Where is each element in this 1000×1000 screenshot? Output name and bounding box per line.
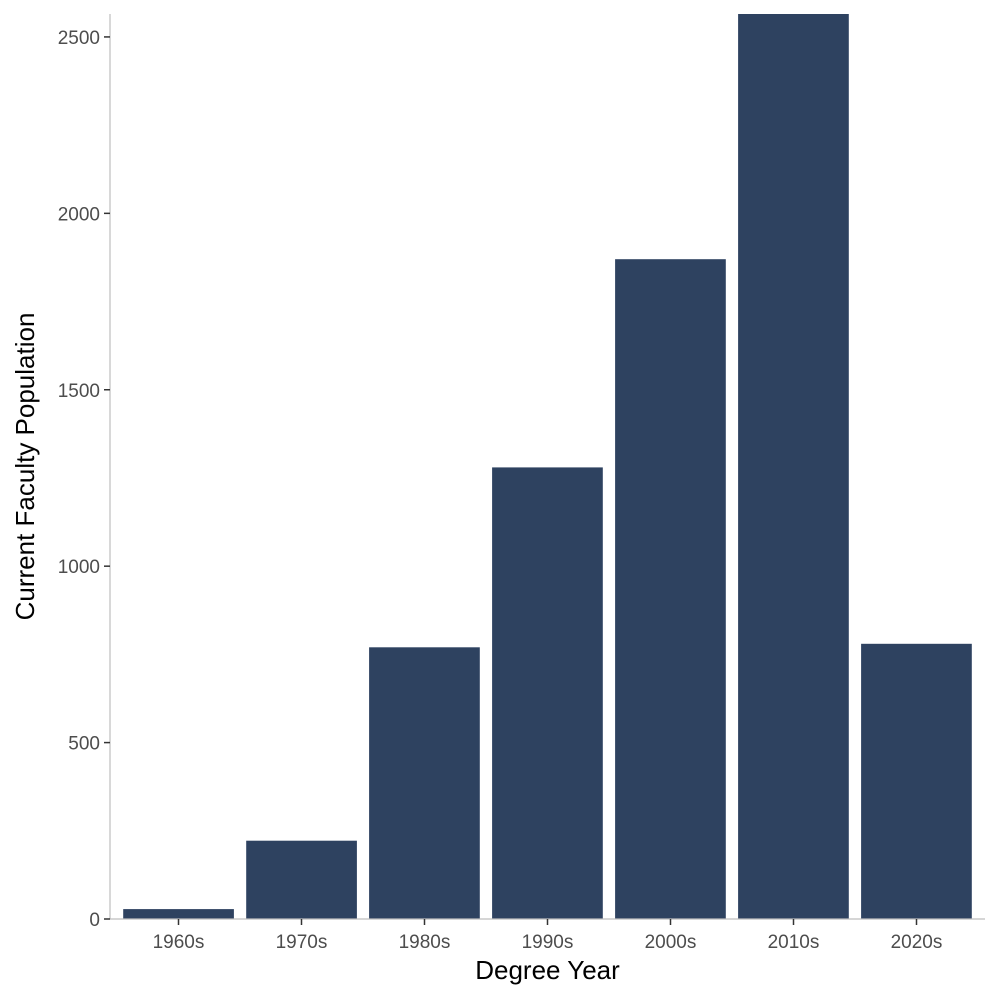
x-tick-label: 1990s [522,932,574,953]
y-tick-label: 500 [68,734,100,755]
y-tick-label: 1500 [58,381,100,402]
bars-group [123,14,972,919]
y-axis-ticks: 0 500 1000 1500 2000 2500 [58,28,110,931]
bar-1970s [246,840,357,919]
y-tick-label: 2000 [58,204,100,225]
x-axis-ticks: 1960s 1970s 1980s 1990s 2000s 2010s 2020s [153,919,943,953]
bar-2010s [738,14,849,919]
x-tick-label: 1960s [153,932,205,953]
bar-2000s [615,259,726,919]
x-tick-label: 1980s [399,932,451,953]
x-tick-label: 2020s [891,932,943,953]
x-tick-label: 2010s [768,932,820,953]
bar-1980s [369,647,480,919]
x-axis-title: Degree Year [475,955,620,985]
y-axis-title: Current Faculty Population [10,313,40,621]
y-tick-label: 0 [89,910,100,931]
y-tick-label: 1000 [58,557,100,578]
y-tick-label: 2500 [58,28,100,49]
bar-2020s [861,643,972,919]
x-tick-label: 1970s [276,932,328,953]
x-tick-label: 2000s [645,932,697,953]
bar-1960s [123,909,234,919]
bar-1990s [492,467,603,919]
